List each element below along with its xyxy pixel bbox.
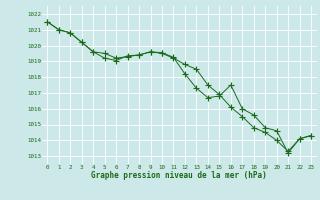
X-axis label: Graphe pression niveau de la mer (hPa): Graphe pression niveau de la mer (hPa) [91,171,267,180]
